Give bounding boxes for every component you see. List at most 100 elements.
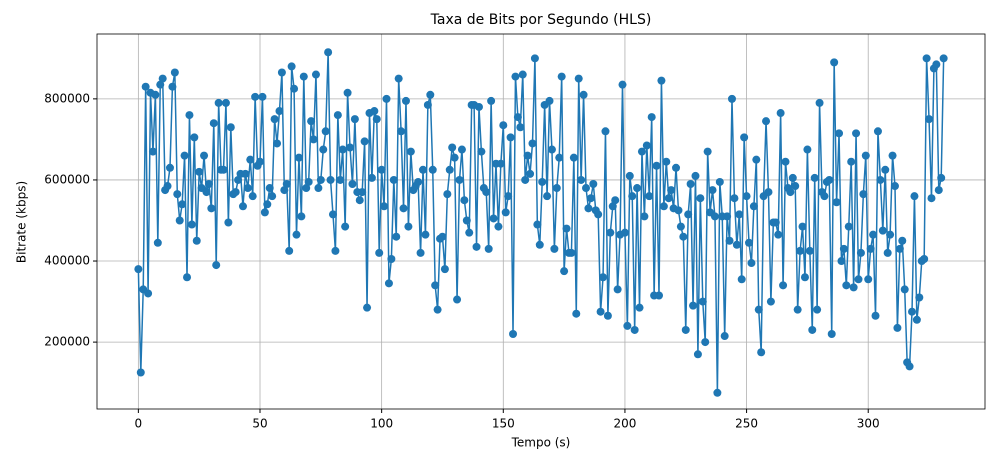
data-point bbox=[445, 165, 454, 174]
data-point bbox=[518, 70, 527, 79]
data-point bbox=[937, 173, 946, 182]
data-point bbox=[270, 115, 279, 124]
data-point bbox=[477, 147, 486, 156]
data-point bbox=[686, 180, 695, 188]
data-point bbox=[268, 192, 277, 201]
data-point bbox=[156, 80, 165, 89]
data-point bbox=[764, 188, 773, 197]
data-point bbox=[786, 188, 795, 197]
data-point bbox=[820, 192, 829, 201]
data-point bbox=[324, 48, 333, 57]
data-point bbox=[321, 127, 330, 136]
data-point bbox=[861, 151, 870, 160]
data-point bbox=[453, 295, 462, 304]
x-tick-label: 0 bbox=[135, 417, 143, 431]
data-point bbox=[832, 198, 841, 207]
data-point bbox=[620, 228, 629, 237]
data-point bbox=[273, 139, 282, 148]
data-point bbox=[603, 311, 612, 320]
data-point bbox=[866, 244, 875, 253]
data-point bbox=[681, 325, 690, 334]
data-point bbox=[299, 72, 308, 81]
data-point bbox=[608, 202, 617, 211]
data-point bbox=[426, 90, 435, 99]
data-point bbox=[747, 259, 756, 268]
data-point bbox=[326, 175, 335, 184]
data-point bbox=[856, 248, 865, 257]
data-point bbox=[808, 325, 817, 334]
data-point bbox=[494, 222, 503, 231]
data-point bbox=[898, 236, 907, 245]
data-point bbox=[511, 72, 520, 81]
data-point bbox=[384, 279, 393, 288]
x-tick-label: 150 bbox=[492, 417, 515, 431]
data-point bbox=[195, 167, 204, 176]
data-point bbox=[667, 186, 676, 195]
data-point bbox=[530, 54, 539, 63]
data-point bbox=[311, 70, 320, 79]
y-tick-label: 200000 bbox=[44, 335, 90, 349]
plot-frame bbox=[96, 33, 986, 410]
data-point bbox=[577, 175, 586, 184]
data-point bbox=[859, 190, 868, 199]
data-point bbox=[219, 165, 228, 174]
data-point bbox=[304, 177, 313, 186]
y-axis-label: Bitrate (kbps) bbox=[15, 181, 29, 263]
data-point bbox=[234, 175, 243, 184]
data-point bbox=[908, 307, 917, 316]
data-point bbox=[925, 115, 934, 124]
data-point bbox=[163, 182, 172, 191]
data-point bbox=[428, 165, 437, 174]
data-point bbox=[358, 188, 367, 197]
data-point bbox=[589, 180, 598, 188]
data-point bbox=[920, 255, 929, 263]
data-point bbox=[606, 228, 615, 237]
data-point bbox=[854, 275, 863, 284]
data-point bbox=[810, 173, 819, 182]
data-point bbox=[248, 192, 257, 201]
data-point bbox=[338, 145, 347, 154]
data-point bbox=[406, 147, 415, 156]
data-point bbox=[771, 218, 780, 227]
data-point bbox=[134, 265, 143, 274]
data-point bbox=[871, 311, 880, 320]
data-point bbox=[628, 192, 637, 201]
data-point bbox=[457, 145, 466, 154]
data-point bbox=[280, 186, 289, 195]
data-point bbox=[754, 305, 763, 314]
data-point bbox=[560, 267, 569, 276]
data-point bbox=[584, 204, 593, 213]
data-point bbox=[720, 332, 729, 341]
data-point bbox=[526, 169, 535, 178]
data-point bbox=[805, 246, 814, 255]
data-point bbox=[745, 238, 754, 247]
data-point bbox=[562, 224, 571, 233]
data-point bbox=[837, 257, 846, 266]
data-point bbox=[187, 220, 196, 229]
data-point bbox=[397, 127, 406, 136]
data-point bbox=[878, 226, 887, 235]
chart-title: Taxa de Bits por Segundo (HLS) bbox=[430, 12, 652, 28]
data-point bbox=[258, 92, 267, 101]
data-point bbox=[693, 350, 702, 359]
data-point bbox=[214, 98, 223, 107]
data-point bbox=[827, 330, 836, 338]
data-point bbox=[387, 255, 396, 263]
data-point bbox=[815, 98, 824, 107]
data-point bbox=[637, 147, 646, 156]
x-tick-label: 100 bbox=[370, 417, 393, 431]
data-point bbox=[547, 145, 556, 154]
data-point bbox=[864, 275, 873, 284]
data-point bbox=[346, 143, 355, 152]
data-point bbox=[725, 236, 734, 245]
data-point bbox=[363, 303, 372, 312]
data-point bbox=[698, 297, 707, 306]
data-point bbox=[333, 111, 342, 120]
data-point bbox=[793, 305, 802, 314]
data-point bbox=[190, 133, 199, 142]
data-point bbox=[852, 129, 861, 138]
data-point bbox=[336, 175, 345, 184]
data-point bbox=[224, 218, 233, 227]
data-point bbox=[740, 133, 749, 142]
data-point bbox=[545, 96, 554, 105]
